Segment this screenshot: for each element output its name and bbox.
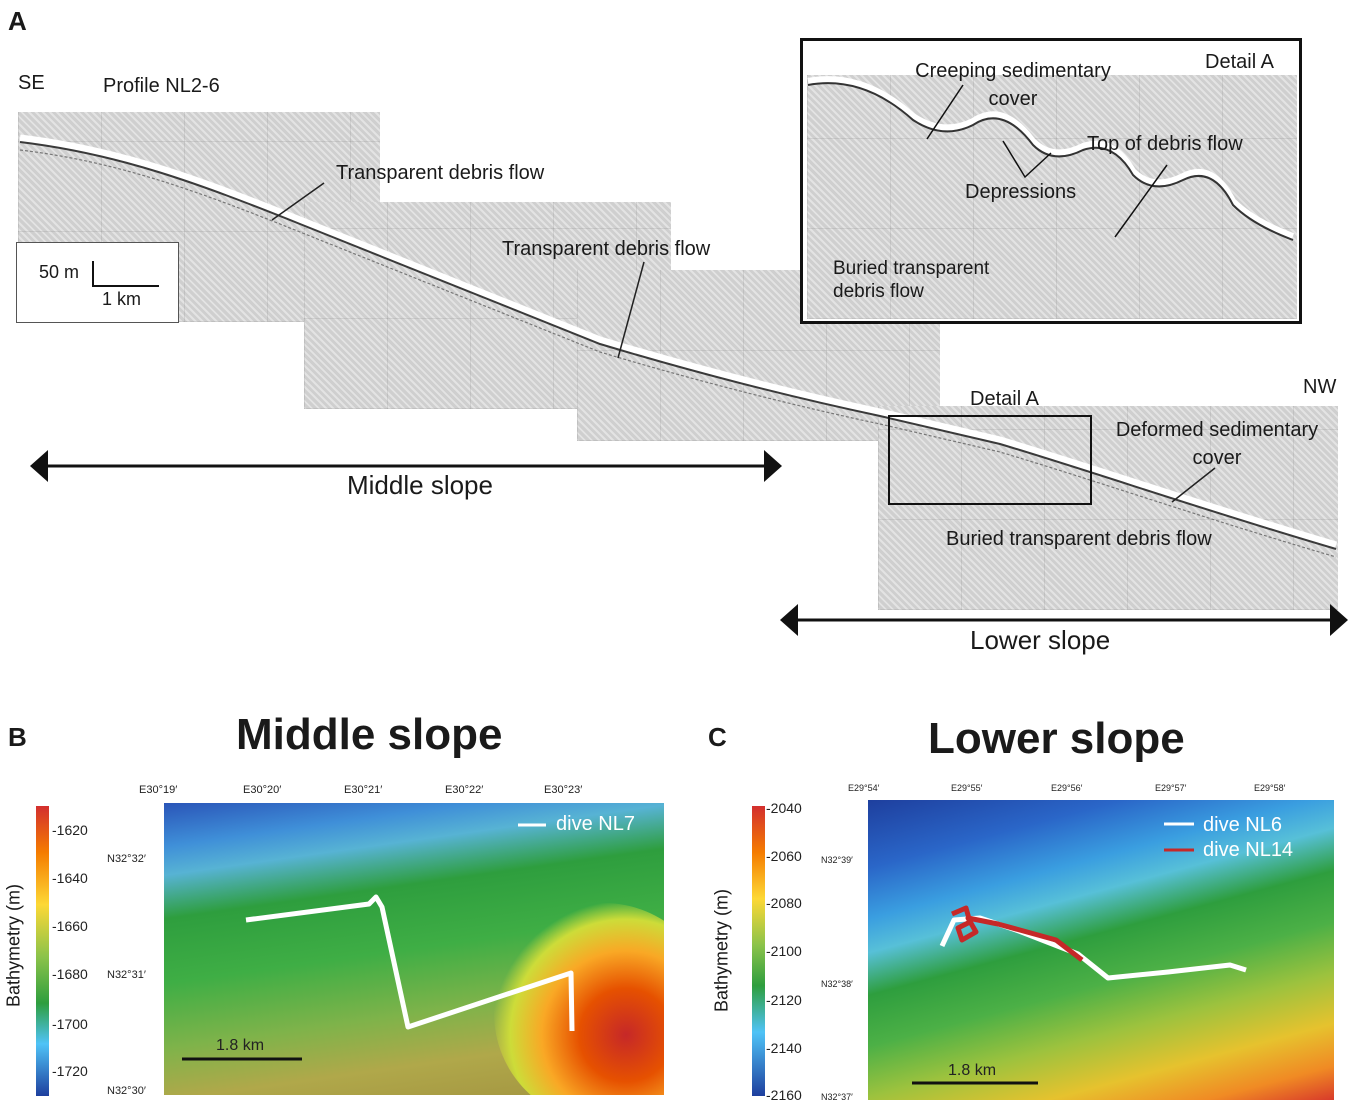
panel-c-tick-3: -2080 <box>766 895 802 911</box>
panel-c-dive-nl14-label: dive NL14 <box>1203 839 1294 861</box>
label-deformed-cover: Deformed sedimentary cover <box>1115 419 1319 469</box>
panel-c-bathymetry-map: dive NL6 dive NL14 1.8 km <box>868 800 1334 1100</box>
label-transparent-debris-flow-1: Transparent debris flow <box>336 162 545 184</box>
panel-c-title: Lower slope <box>928 714 1185 763</box>
panel-c-tick-1: -2040 <box>766 800 802 816</box>
panel-c-lon-4: E29°57′ <box>1155 783 1187 793</box>
detail-a-seismic <box>807 75 1297 319</box>
panel-b-lat-3: N32°30′ <box>107 1085 146 1097</box>
panel-c-lat-2: N32°38′ <box>821 979 853 989</box>
panel-b-tick-1: -1620 <box>52 822 88 838</box>
panel-c-lat-3: N32°37′ <box>821 1092 853 1102</box>
slope-arrows <box>30 450 1348 636</box>
detail-a-reflectors <box>807 76 1295 241</box>
detail-a-title: Detail A <box>1205 51 1274 73</box>
label-top-of-debris-flow: Top of debris flow <box>1087 133 1243 155</box>
panel-c-tick-7: -2160 <box>766 1087 802 1103</box>
detail-a-marker-label: Detail A <box>970 388 1039 410</box>
profile-label: Profile NL2-6 <box>103 75 220 97</box>
panel-c-lat-1: N32°39′ <box>821 855 853 865</box>
panel-b-tick-5: -1700 <box>52 1016 88 1032</box>
direction-nw: NW <box>1303 376 1337 398</box>
panel-c-dive-tracks <box>912 822 1247 1085</box>
scale-horizontal-label: 1 km <box>102 289 142 309</box>
panel-b-title: Middle slope <box>236 710 503 759</box>
panel-b-letter: B <box>8 722 27 752</box>
direction-se: SE <box>18 72 45 94</box>
panel-b-tick-6: -1720 <box>52 1063 88 1079</box>
seismic-strip-4 <box>878 406 1338 610</box>
panel-c-tick-4: -2100 <box>766 943 802 959</box>
panel-c-tick-5: -2120 <box>766 992 802 1008</box>
panel-b-legend-title: Bathymetry (m) <box>3 884 24 1008</box>
panel-c-lon-1: E29°54′ <box>848 783 880 793</box>
panel-c-lon-5: E29°58′ <box>1254 783 1286 793</box>
panel-c-letter: C <box>708 722 727 752</box>
label-inset-buried-flow: Buried transparent debris flow <box>833 258 990 302</box>
label-depressions: Depressions <box>965 181 1077 203</box>
panel-b-scale-label: 1.8 km <box>216 1037 265 1054</box>
panel-b-lat-2: N32°31′ <box>107 969 146 981</box>
panel-b-bathymetry-map: dive NL7 1.8 km <box>164 803 664 1095</box>
detail-a-inset: Detail A Creeping sedimentary cover Top … <box>800 38 1302 324</box>
panel-c-colorbar <box>752 806 765 1096</box>
label-transparent-debris-flow-2: Transparent debris flow <box>502 238 711 260</box>
panel-b-tick-4: -1680 <box>52 966 88 982</box>
panel-c-scale-label: 1.8 km <box>948 1062 997 1079</box>
panel-b-lon-5: E30°23′ <box>544 784 583 796</box>
detail-a-marker-box <box>888 415 1092 505</box>
middle-slope-label: Middle slope <box>347 470 493 500</box>
lower-slope-label: Lower slope <box>970 625 1111 655</box>
label-buried-flow: Buried transparent debris flow <box>946 528 1212 550</box>
scale-vertical-label: 50 m <box>39 262 80 282</box>
profile-scale-box: 50 m 1 km <box>16 242 179 323</box>
panel-b-lon-3: E30°21′ <box>344 784 383 796</box>
panel-c-lon-3: E29°56′ <box>1051 783 1083 793</box>
panel-b-lon-2: E30°20′ <box>243 784 282 796</box>
panel-c-dive-nl6-label: dive NL6 <box>1203 814 1282 836</box>
panel-b-dive-label: dive NL7 <box>556 813 635 835</box>
panel-b-tick-3: -1660 <box>52 918 88 934</box>
panel-c-lon-2: E29°55′ <box>951 783 983 793</box>
panel-b-lat-1: N32°32′ <box>107 853 146 865</box>
label-creeping-cover: Creeping sedimentary cover <box>915 60 1111 110</box>
panel-b-colorbar <box>36 806 49 1096</box>
panel-b-dive-track <box>182 823 575 1061</box>
panel-b-lon-4: E30°22′ <box>445 784 484 796</box>
seafloor-reflector <box>19 141 1337 558</box>
panel-b-tick-2: -1640 <box>52 870 88 886</box>
panel-c-legend-title: Bathymetry (m) <box>711 889 732 1013</box>
panel-b-lon-1: E30°19′ <box>139 784 178 796</box>
scale-bar-icon <box>92 261 159 287</box>
panel-a-letter: A <box>8 6 27 36</box>
panel-c-tick-6: -2140 <box>766 1040 802 1056</box>
panel-c-tick-2: -2060 <box>766 848 802 864</box>
